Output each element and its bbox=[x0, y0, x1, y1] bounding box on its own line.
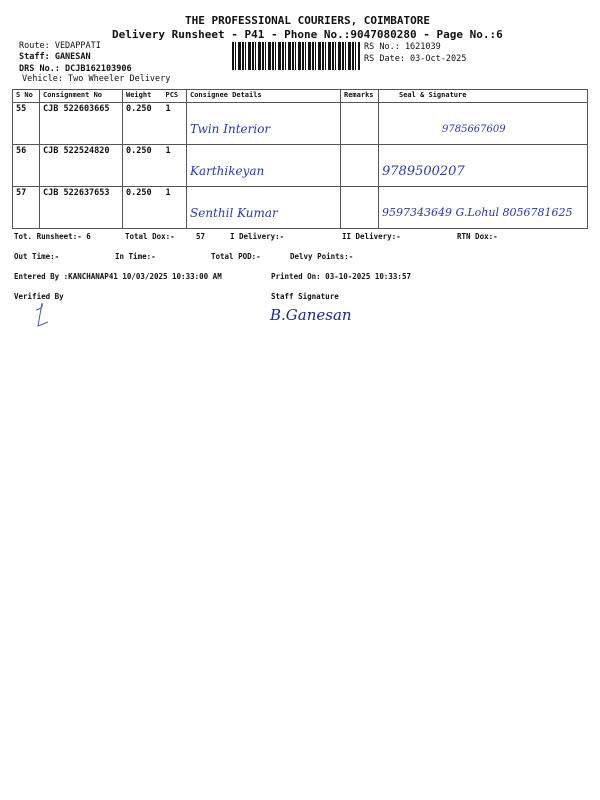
total-dox-label: Total Dox:- bbox=[125, 232, 175, 241]
in-time: In Time:- bbox=[115, 252, 156, 261]
weight: 0.250 bbox=[122, 102, 163, 145]
rtn-dox: RTN Dox:- bbox=[457, 232, 498, 241]
col-sno: S No bbox=[12, 89, 40, 103]
consignment-no: CJB 522524820 bbox=[39, 144, 123, 187]
staff: Staff: GANESAN bbox=[19, 52, 91, 62]
consignee-handwritten: Karthikeyan bbox=[190, 164, 265, 178]
consignee-handwritten: Twin Interior bbox=[190, 122, 271, 136]
route: Route: VEDAPPATI bbox=[19, 41, 101, 51]
seal-signature: 9785667609 bbox=[378, 102, 588, 145]
ii-delivery: II Delivery:- bbox=[342, 232, 401, 241]
seal-handwritten: 9789500207 bbox=[382, 164, 465, 179]
consignment-no: CJB 522637653 bbox=[39, 186, 123, 229]
tot-runsheet: Tot. Runsheet:- 6 bbox=[14, 232, 91, 241]
col-pcs: PCS bbox=[162, 89, 187, 103]
consignee: Twin Interior bbox=[186, 102, 341, 145]
sno: 55 bbox=[12, 102, 40, 145]
total-dox-value: 57 bbox=[196, 232, 206, 241]
col-consignment: Consignment No bbox=[39, 89, 123, 103]
seal-handwritten: 9785667609 bbox=[442, 124, 506, 135]
seal-signature: 9789500207 bbox=[378, 144, 588, 187]
out-time: Out Time:- bbox=[14, 252, 60, 261]
col-consignee: Consignee Details bbox=[186, 89, 341, 103]
pcs: 1 bbox=[162, 102, 187, 145]
pcs: 1 bbox=[162, 144, 187, 187]
total-pod: Total POD:- bbox=[211, 252, 261, 261]
rs-no: RS No.: 1621039 bbox=[364, 42, 441, 52]
entered-by: Entered By :KANCHANAP41 10/03/2025 10:33… bbox=[14, 272, 222, 281]
col-weight: Weight bbox=[122, 89, 163, 103]
weight: 0.250 bbox=[122, 186, 163, 229]
consignment-no: CJB 522603665 bbox=[39, 102, 123, 145]
consignee: Senthil Kumar bbox=[186, 186, 341, 229]
consignment-table: S No Consignment No Weight PCS Consignee… bbox=[12, 89, 588, 229]
vehicle: Vehicle: Two Wheeler Delivery bbox=[22, 74, 171, 84]
remarks bbox=[340, 186, 379, 229]
col-seal: Seal & Signature bbox=[378, 89, 588, 103]
company-name: THE PROFESSIONAL COURIERS, COIMBATORE bbox=[185, 14, 431, 27]
staff-signature-label: Staff Signature bbox=[271, 292, 339, 301]
table-header: S No Consignment No Weight PCS Consignee… bbox=[12, 89, 588, 103]
sno: 56 bbox=[12, 144, 40, 187]
consignee-handwritten: Senthil Kumar bbox=[190, 206, 278, 220]
col-remarks: Remarks bbox=[340, 89, 379, 103]
drs-no: DRS No.: DCJB162103906 bbox=[19, 64, 132, 74]
barcode bbox=[232, 42, 360, 70]
i-delivery: I Delivery:- bbox=[230, 232, 285, 241]
printed-on: Printed On: 03-10-2025 10:33:57 bbox=[271, 272, 411, 281]
pcs: 1 bbox=[162, 186, 187, 229]
verifier-signature bbox=[35, 302, 49, 327]
weight: 0.250 bbox=[122, 144, 163, 187]
table-row: 57 CJB 522637653 0.250 1 Senthil Kumar 9… bbox=[12, 186, 588, 229]
consignee: Karthikeyan bbox=[186, 144, 341, 187]
verified-by-label: Verified By bbox=[14, 292, 64, 301]
seal-handwritten: 9597343649 G.Lohul 8056781625 bbox=[382, 206, 573, 219]
staff-signature: B.Ganesan bbox=[270, 306, 352, 324]
seal-signature: 9597343649 G.Lohul 8056781625 bbox=[378, 186, 588, 229]
table-row: 55 CJB 522603665 0.250 1 Twin Interior 9… bbox=[12, 102, 588, 145]
remarks bbox=[340, 102, 379, 145]
delvy-points: Delvy Points:- bbox=[290, 252, 354, 261]
runsheet-title: Delivery Runsheet - P41 - Phone No.:9047… bbox=[112, 28, 503, 41]
remarks bbox=[340, 144, 379, 187]
sno: 57 bbox=[12, 186, 40, 229]
rs-date: RS Date: 03-Oct-2025 bbox=[364, 54, 467, 64]
table-row: 56 CJB 522524820 0.250 1 Karthikeyan 978… bbox=[12, 144, 588, 187]
